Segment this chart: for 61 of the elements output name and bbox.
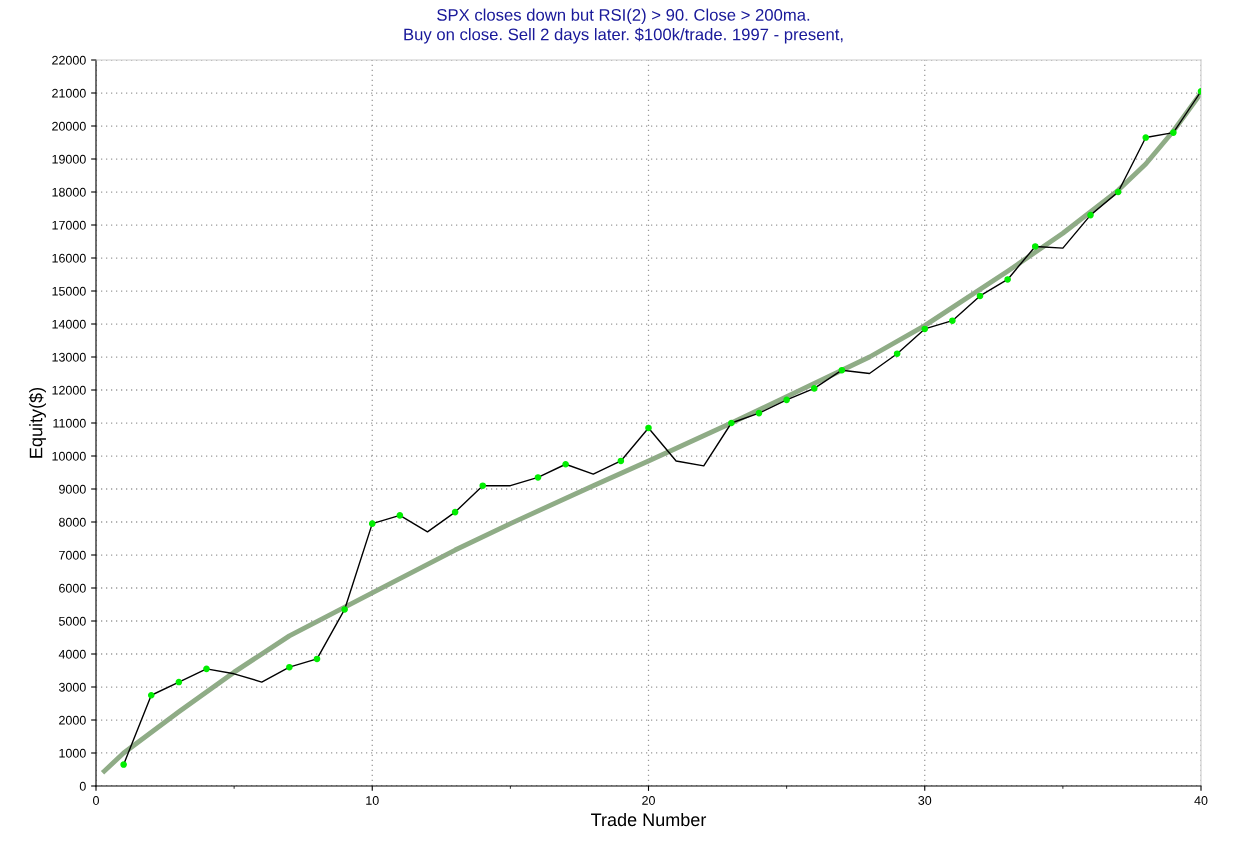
point [728, 419, 735, 427]
point [783, 396, 790, 404]
y-tick-label: 3000 [58, 682, 86, 692]
point [120, 761, 127, 768]
point [755, 409, 763, 417]
y-tick-label: 20000 [52, 121, 86, 131]
y-axis-title: Equity($) [28, 387, 46, 458]
y-tick-label: 11000 [53, 418, 86, 428]
point [1114, 188, 1122, 196]
point [1004, 276, 1011, 283]
x-tick-label: 30 [918, 796, 932, 805]
point [451, 508, 459, 516]
point [810, 385, 818, 392]
x-axis-title: Trade Number [591, 812, 707, 827]
point [838, 366, 846, 374]
point [313, 655, 321, 663]
point [645, 424, 652, 432]
x-tick-label: 0 [93, 796, 99, 805]
point [286, 663, 293, 671]
y-tick-label: 0 [79, 781, 86, 791]
point [1031, 243, 1039, 250]
y-tick-label: 6000 [59, 583, 86, 593]
y-tick-label: 1000 [59, 748, 86, 758]
y-tick-label: 9000 [59, 484, 86, 494]
y-tick-label: 18000 [52, 187, 86, 197]
point [396, 512, 404, 519]
point [534, 474, 542, 481]
point [562, 460, 569, 468]
y-tick-label: 14000 [52, 319, 86, 329]
y-tick-label: 10000 [52, 451, 86, 461]
y-tick-label: 21000 [52, 88, 86, 98]
point [175, 678, 183, 686]
point [1142, 134, 1150, 141]
y-tick-label: 13000 [52, 352, 86, 362]
x-tick-label: 20 [642, 796, 655, 805]
point [949, 317, 956, 324]
point [368, 520, 376, 527]
y-tick-label: 19000 [52, 154, 86, 164]
point [976, 292, 984, 300]
y-tick-label: 17000 [52, 220, 86, 230]
point [479, 482, 487, 489]
point [147, 691, 155, 699]
point [921, 325, 929, 333]
y-tick-label: 8000 [59, 517, 86, 527]
point [203, 665, 210, 673]
point [1087, 211, 1094, 219]
x-tick-label: 40 [1194, 796, 1208, 805]
chart-title: SPX closes down but RSI(2) > 90. Close > 200ma. Buy on close. Sell 2 days later. $100k/trade. 1997 - present, [404, 8, 843, 44]
y-tick-label: 16000 [52, 253, 86, 263]
y-tick-label: 15000 [52, 286, 86, 296]
point [1170, 129, 1177, 136]
y-tick-label: 4000 [58, 649, 86, 659]
point [341, 606, 348, 613]
x-tick-label: 10 [366, 796, 379, 805]
point [617, 457, 625, 465]
y-tick-label: 22000 [52, 55, 86, 65]
y-tick-label: 7000 [59, 550, 86, 560]
y-tick-label: 12000 [52, 385, 86, 395]
point [893, 350, 901, 357]
y-tick-label: 5000 [58, 616, 86, 626]
y-tick-label: 2000 [59, 715, 86, 725]
